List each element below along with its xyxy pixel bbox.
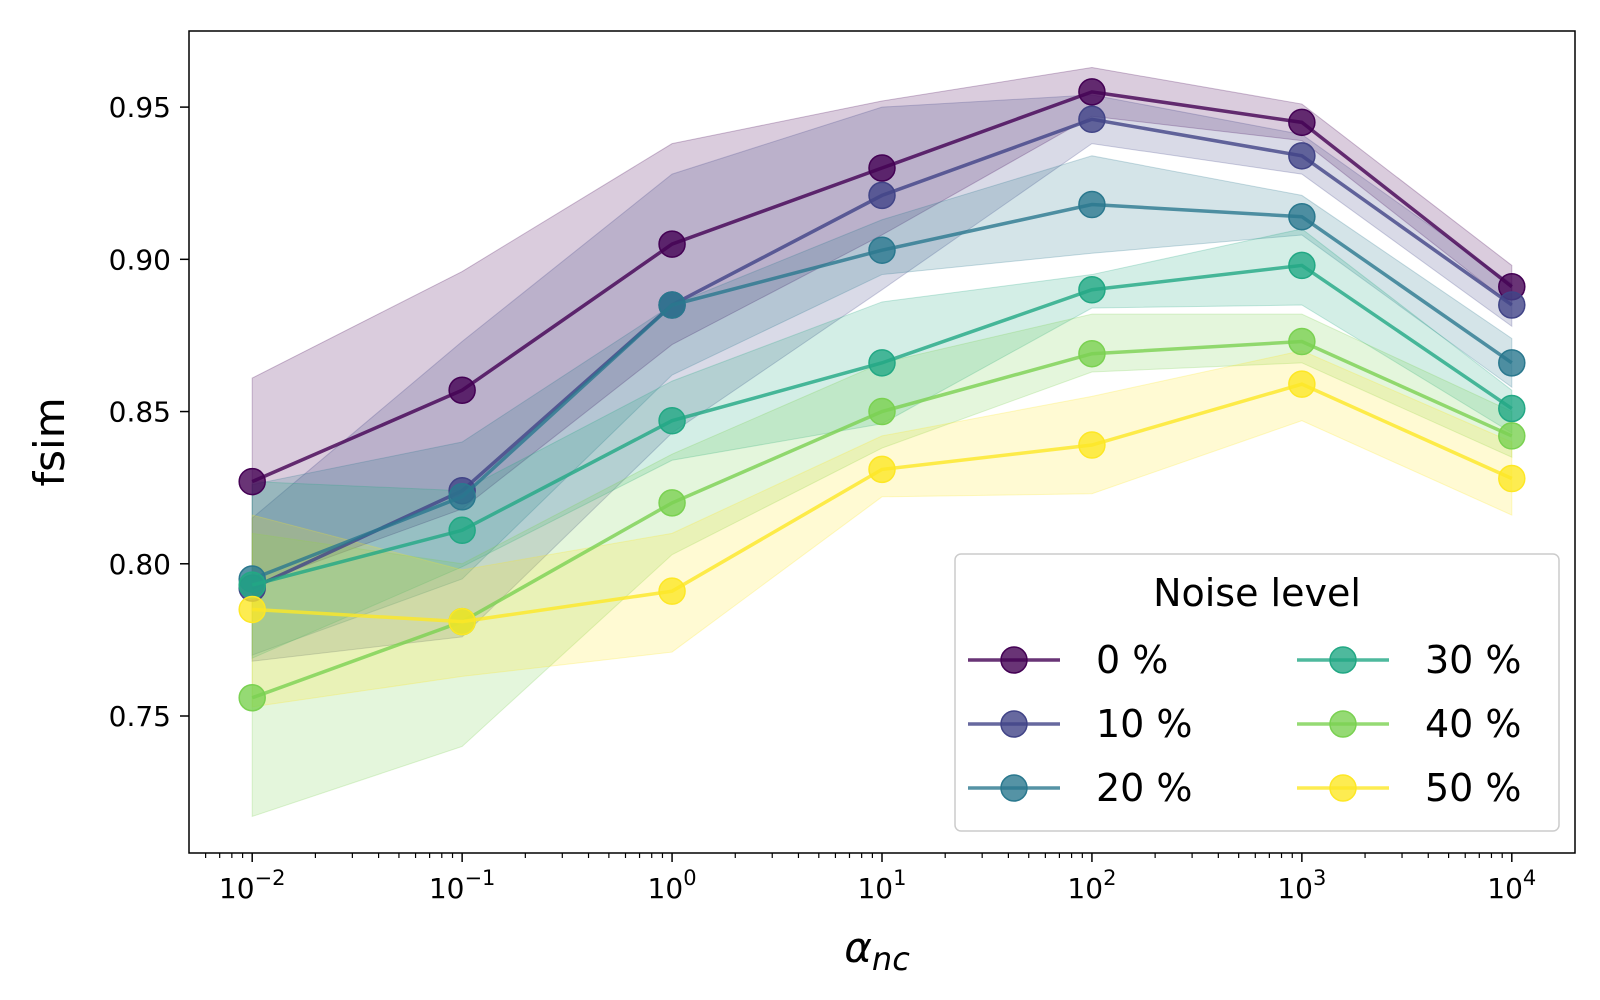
legend-marker (1329, 774, 1357, 802)
x-tick-label: 104 (1487, 866, 1536, 905)
legend-box (954, 553, 1560, 832)
series-30pct (238, 251, 1526, 599)
point-20pct (448, 483, 476, 511)
point-50pct (1498, 464, 1526, 493)
point-0pct (238, 467, 266, 496)
point-40pct (868, 397, 896, 426)
legend-entry-30pct: 30 % (1297, 638, 1522, 682)
y-tick-label: 0.80 (109, 548, 171, 581)
point-0pct (868, 154, 896, 182)
point-20pct (868, 236, 896, 264)
y-tick-label: 0.75 (109, 700, 171, 733)
point-0pct (448, 376, 476, 404)
point-40pct (658, 489, 686, 517)
point-0pct (658, 230, 686, 258)
point-40pct (1078, 339, 1106, 368)
legend-marker (1329, 710, 1357, 738)
series-lines (238, 78, 1526, 712)
point-30pct (448, 516, 476, 545)
point-10pct (1288, 142, 1316, 170)
point-10pct (868, 181, 896, 210)
legend-entry-50pct: 50 % (1297, 766, 1522, 810)
x-tick-label: 10−2 (219, 866, 286, 905)
band-50pct (251, 350, 1513, 708)
legend-entry-20pct: 20 % (968, 766, 1193, 810)
point-30pct (658, 406, 686, 435)
point-40pct (1288, 327, 1316, 356)
y-tick-label: 0.95 (109, 91, 171, 124)
point-30pct (868, 349, 896, 377)
point-20pct (658, 291, 686, 319)
point-0pct (1288, 108, 1316, 137)
point-50pct (658, 577, 686, 605)
y-axis-ticks: 0.75 0.80 0.85 0.90 0.95 (109, 91, 189, 733)
point-50pct (1078, 431, 1106, 459)
point-50pct (868, 455, 896, 484)
point-10pct (1078, 105, 1106, 134)
point-50pct (238, 595, 266, 624)
point-20pct (1078, 190, 1106, 219)
legend-entry-40pct: 40 % (1297, 702, 1522, 746)
series-0pct (238, 78, 1526, 496)
legend-marker (1000, 774, 1028, 802)
x-tick-label: 100 (648, 866, 697, 905)
x-axis-ticks: 10−2 10−1 100 101 102 103 104 (205, 853, 1536, 905)
point-30pct (238, 571, 266, 599)
series-50pct (238, 370, 1526, 636)
legend-label: 40 % (1425, 702, 1522, 746)
legend-marker (1000, 646, 1028, 674)
y-tick-label: 0.85 (109, 396, 171, 429)
point-40pct (1498, 422, 1526, 450)
legend-marker (1329, 646, 1357, 674)
legend-label: 0 % (1096, 638, 1168, 682)
point-10pct (1498, 291, 1526, 319)
legend-label: 50 % (1425, 766, 1522, 810)
legend-entry-10pct: 10 % (968, 702, 1193, 746)
legend: Noise level 0 % 10 % 20 % 30 % 40 % 50 % (954, 553, 1560, 832)
y-axis-label: fsim (25, 397, 74, 486)
x-tick-label: 10−1 (429, 866, 496, 905)
x-tick-label: 101 (857, 866, 906, 905)
legend-label: 30 % (1425, 638, 1522, 682)
band-10pct (251, 94, 1513, 662)
legend-title: Noise level (1153, 571, 1361, 615)
x-axis-label: αnc (844, 923, 910, 978)
point-20pct (1288, 202, 1316, 231)
legend-entry-0pct: 0 % (968, 638, 1168, 682)
point-30pct (1498, 394, 1526, 423)
legend-marker (1000, 710, 1028, 738)
y-tick-label: 0.90 (109, 243, 171, 276)
point-0pct (1078, 78, 1106, 106)
point-30pct (1078, 276, 1106, 304)
x-tick-label: 103 (1277, 866, 1326, 905)
point-50pct (448, 607, 476, 636)
x-tick-label: 102 (1067, 866, 1116, 905)
point-50pct (1288, 370, 1316, 398)
point-20pct (1498, 349, 1526, 377)
legend-label: 20 % (1096, 766, 1193, 810)
legend-label: 10 % (1096, 702, 1193, 746)
point-40pct (238, 683, 266, 712)
point-30pct (1288, 251, 1316, 280)
